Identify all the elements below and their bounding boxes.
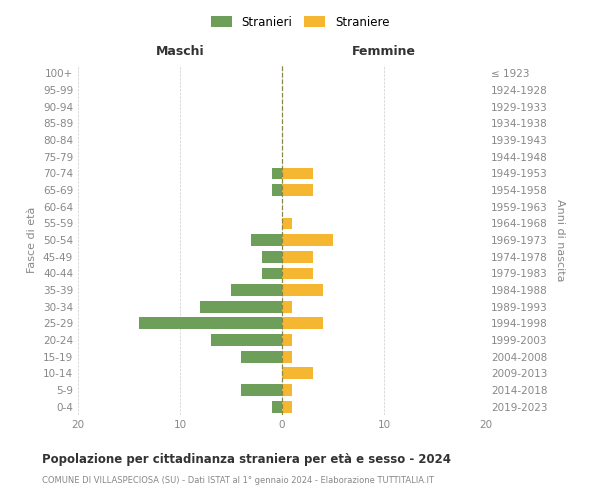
Bar <box>272 401 282 412</box>
Bar <box>282 334 292 346</box>
Bar <box>282 351 292 362</box>
Legend: Stranieri, Straniere: Stranieri, Straniere <box>206 11 394 34</box>
Bar <box>282 268 313 279</box>
Bar <box>282 368 313 379</box>
Bar <box>200 301 282 312</box>
Bar <box>272 168 282 179</box>
Y-axis label: Anni di nascita: Anni di nascita <box>554 198 565 281</box>
Bar <box>282 401 292 412</box>
Bar <box>241 351 282 362</box>
Y-axis label: Fasce di età: Fasce di età <box>28 207 37 273</box>
Bar <box>282 184 313 196</box>
Text: Femmine: Femmine <box>352 45 416 58</box>
Bar <box>251 234 282 246</box>
Bar <box>211 334 282 346</box>
Bar <box>282 234 333 246</box>
Bar <box>139 318 282 329</box>
Bar <box>241 384 282 396</box>
Bar <box>282 168 313 179</box>
Bar <box>262 251 282 262</box>
Bar <box>282 301 292 312</box>
Text: Maschi: Maschi <box>155 45 205 58</box>
Bar <box>231 284 282 296</box>
Bar <box>282 251 313 262</box>
Bar <box>282 318 323 329</box>
Bar <box>272 184 282 196</box>
Bar <box>282 218 292 229</box>
Bar <box>262 268 282 279</box>
Text: Popolazione per cittadinanza straniera per età e sesso - 2024: Popolazione per cittadinanza straniera p… <box>42 452 451 466</box>
Text: COMUNE DI VILLASPECIOSA (SU) - Dati ISTAT al 1° gennaio 2024 - Elaborazione TUTT: COMUNE DI VILLASPECIOSA (SU) - Dati ISTA… <box>42 476 434 485</box>
Bar <box>282 284 323 296</box>
Bar <box>282 384 292 396</box>
